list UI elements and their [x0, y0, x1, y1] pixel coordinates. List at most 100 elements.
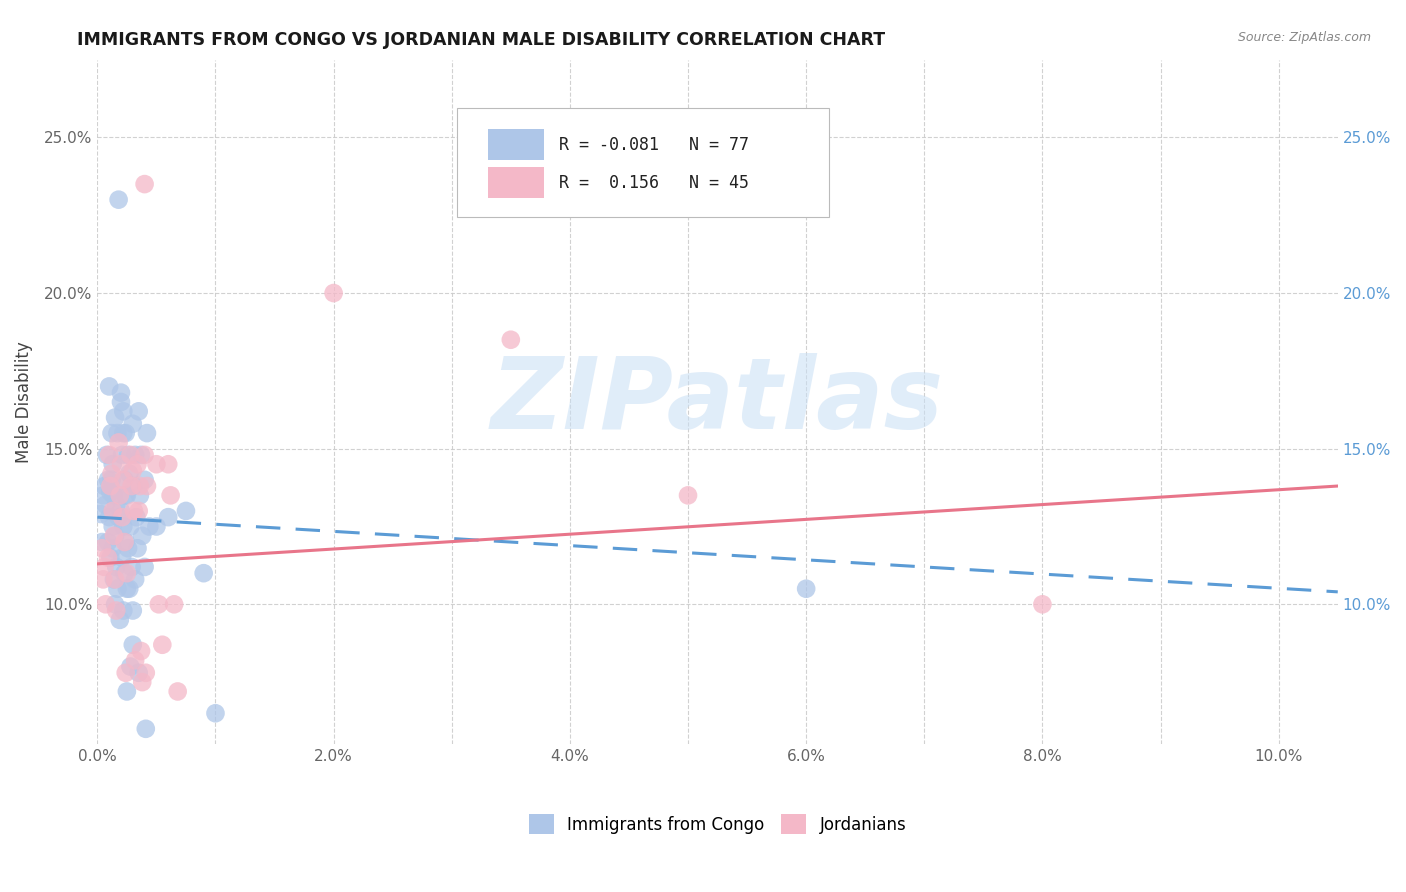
Point: [145, 457, 167, 471]
Point: [98, 510, 121, 524]
Point: [110, 504, 132, 518]
Point: [107, 582, 129, 596]
Point: [100, 473, 122, 487]
Point: [97, 535, 120, 549]
Point: [104, 597, 127, 611]
Point: [105, 498, 128, 512]
Point: [105, 560, 128, 574]
Point: [91, 573, 114, 587]
Text: ZIPatlas: ZIPatlas: [491, 353, 943, 450]
Point: [115, 582, 138, 596]
Point: [122, 479, 145, 493]
Point: [121, 560, 143, 574]
Point: [150, 638, 173, 652]
Point: [110, 457, 132, 471]
Point: [131, 529, 153, 543]
Text: R = -0.081   N = 77: R = -0.081 N = 77: [558, 136, 749, 153]
Point: [117, 448, 139, 462]
Point: [111, 448, 134, 462]
Point: [128, 488, 150, 502]
Point: [98, 550, 121, 565]
Point: [114, 566, 136, 581]
Point: [114, 473, 136, 487]
Point: [105, 603, 128, 617]
Point: [114, 488, 136, 502]
Point: [100, 426, 122, 441]
Point: [91, 541, 114, 556]
Point: [112, 519, 135, 533]
Point: [134, 473, 156, 487]
Point: [114, 426, 136, 441]
Point: [97, 550, 120, 565]
Point: [120, 519, 142, 533]
Point: [112, 426, 135, 441]
Point: [90, 507, 112, 521]
Point: [114, 535, 136, 549]
Point: [129, 448, 152, 462]
Point: [107, 435, 129, 450]
Text: R =  0.156   N = 45: R = 0.156 N = 45: [558, 174, 749, 192]
FancyBboxPatch shape: [488, 167, 544, 198]
Point: [101, 504, 124, 518]
Point: [107, 193, 129, 207]
Point: [110, 385, 132, 400]
Point: [103, 488, 125, 502]
Point: [121, 463, 143, 477]
Point: [114, 665, 136, 680]
Point: [193, 566, 215, 581]
Text: IMMIGRANTS FROM CONGO VS JORDANIAN MALE DISABILITY CORRELATION CHART: IMMIGRANTS FROM CONGO VS JORDANIAN MALE …: [77, 31, 886, 49]
Point: [204, 706, 226, 721]
Point: [108, 488, 131, 502]
Point: [107, 426, 129, 441]
Point: [120, 659, 142, 673]
Point: [98, 485, 121, 500]
Point: [125, 510, 148, 524]
Point: [98, 448, 121, 462]
Point: [120, 448, 142, 462]
Point: [163, 597, 186, 611]
Point: [108, 613, 131, 627]
Point: [166, 684, 188, 698]
Point: [134, 177, 156, 191]
Point: [101, 541, 124, 556]
Point: [104, 529, 127, 543]
Point: [129, 644, 152, 658]
Point: [101, 457, 124, 471]
Point: [121, 603, 143, 617]
Point: [121, 638, 143, 652]
Point: [98, 479, 121, 493]
Point: [115, 488, 138, 502]
Point: [115, 684, 138, 698]
Point: [1031, 597, 1053, 611]
Point: [121, 479, 143, 493]
Point: [111, 550, 134, 565]
Point: [794, 582, 817, 596]
Point: [96, 448, 118, 462]
Point: [104, 573, 127, 587]
Point: [115, 566, 138, 581]
Point: [135, 722, 157, 736]
Point: [138, 519, 160, 533]
Point: [101, 519, 124, 533]
Point: [124, 448, 146, 462]
Point: [124, 573, 146, 587]
Point: [91, 535, 114, 549]
Point: [174, 504, 197, 518]
Point: [104, 410, 127, 425]
Point: [131, 675, 153, 690]
Point: [112, 404, 135, 418]
Point: [135, 665, 157, 680]
Point: [112, 603, 135, 617]
Point: [157, 457, 180, 471]
Point: [128, 665, 150, 680]
Point: [114, 535, 136, 549]
Point: [148, 597, 170, 611]
Point: [118, 467, 141, 481]
FancyBboxPatch shape: [457, 108, 830, 217]
Legend: Immigrants from Congo, Jordanians: Immigrants from Congo, Jordanians: [522, 807, 912, 841]
Point: [93, 560, 115, 574]
Point: [128, 504, 150, 518]
Point: [128, 479, 150, 493]
Point: [134, 560, 156, 574]
Point: [122, 504, 145, 518]
